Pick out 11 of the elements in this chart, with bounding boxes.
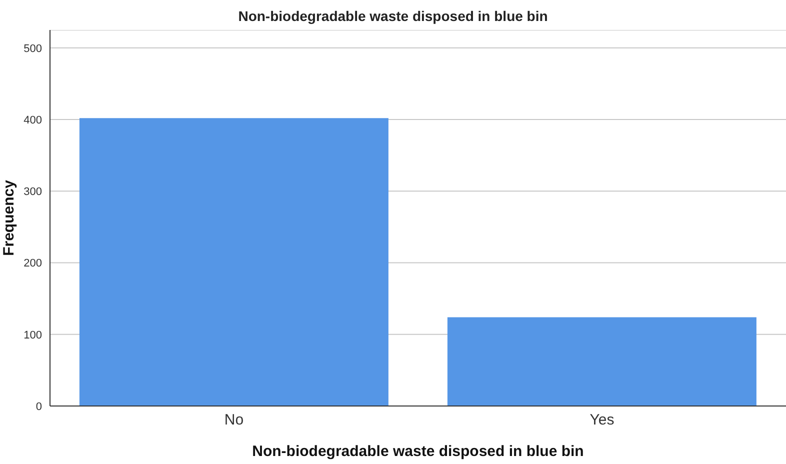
y-tick-label: 200 xyxy=(24,258,42,270)
y-tick-label: 300 xyxy=(24,186,42,198)
y-tick-label: 100 xyxy=(24,329,42,342)
y-tick-label: 400 xyxy=(24,114,42,126)
y-axis-title: Frequency xyxy=(0,179,18,256)
chart-title: Non-biodegradable waste disposed in blue bin xyxy=(237,8,549,24)
y-tick-label: 500 xyxy=(24,42,42,55)
x-axis-title: Non-biodegradable waste disposed in blue bin xyxy=(252,443,584,460)
x-tick-label: No xyxy=(224,412,244,429)
x-tick-label: Yes xyxy=(590,412,614,429)
y-tick-label: 0 xyxy=(36,400,42,413)
